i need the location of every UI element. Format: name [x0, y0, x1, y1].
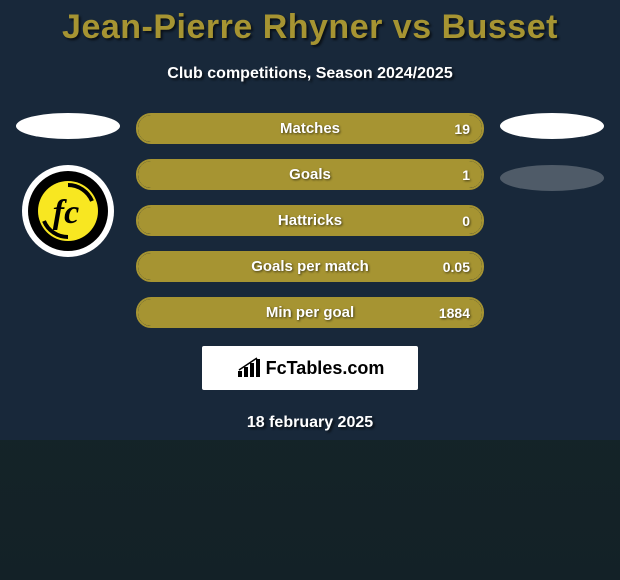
- logo-yellow-core: fc: [38, 181, 98, 241]
- left-column: fc: [8, 113, 128, 328]
- stat-bar-matches: Matches 19: [136, 113, 484, 144]
- stat-value-right: 0: [462, 213, 470, 229]
- branding-box[interactable]: FcTables.com: [202, 346, 418, 390]
- stats-column: Matches 19 Goals 1 Hattricks 0 Goals per…: [128, 113, 492, 328]
- date-text: 18 february 2025: [0, 414, 620, 432]
- svg-text:fc: fc: [53, 194, 79, 231]
- player1-photo-placeholder: [16, 113, 120, 139]
- stat-label: Hattricks: [278, 212, 342, 229]
- page-title: Jean-Pierre Rhyner vs Busset: [0, 0, 620, 47]
- stat-bar-hattricks: Hattricks 0: [136, 205, 484, 236]
- comparison-widget: Jean-Pierre Rhyner vs Busset Club compet…: [0, 0, 620, 580]
- player1-name: Jean-Pierre Rhyner: [62, 8, 383, 46]
- chart-icon: [236, 357, 262, 379]
- stat-value-right: 1884: [439, 305, 470, 321]
- stat-label: Min per goal: [266, 304, 354, 321]
- stat-value-right: 0.05: [443, 259, 470, 275]
- subtitle: Club competitions, Season 2024/2025: [0, 65, 620, 83]
- stat-label: Matches: [280, 120, 340, 137]
- stat-bar-min-per-goal: Min per goal 1884: [136, 297, 484, 328]
- player2-name: Busset: [442, 8, 558, 46]
- vs-text: vs: [393, 8, 432, 46]
- right-column: [492, 113, 612, 328]
- brand-text: FcTables.com: [266, 358, 385, 379]
- logo-outer-ring: fc: [22, 165, 114, 257]
- stat-bar-goals: Goals 1: [136, 159, 484, 190]
- stat-value-right: 1: [462, 167, 470, 183]
- player2-photo-placeholder: [500, 113, 604, 139]
- logo-black-ring: fc: [28, 171, 108, 251]
- main-area: fc Matches 19 Goals 1 Hattricks: [0, 113, 620, 328]
- player1-club-logo: fc: [22, 165, 114, 257]
- player2-club-placeholder: [500, 165, 604, 191]
- grass-background: [0, 440, 620, 580]
- stat-value-right: 19: [454, 121, 470, 137]
- stat-label: Goals: [289, 166, 331, 183]
- logo-svg: fc: [38, 181, 98, 241]
- stat-label: Goals per match: [251, 258, 369, 275]
- stat-bar-goals-per-match: Goals per match 0.05: [136, 251, 484, 282]
